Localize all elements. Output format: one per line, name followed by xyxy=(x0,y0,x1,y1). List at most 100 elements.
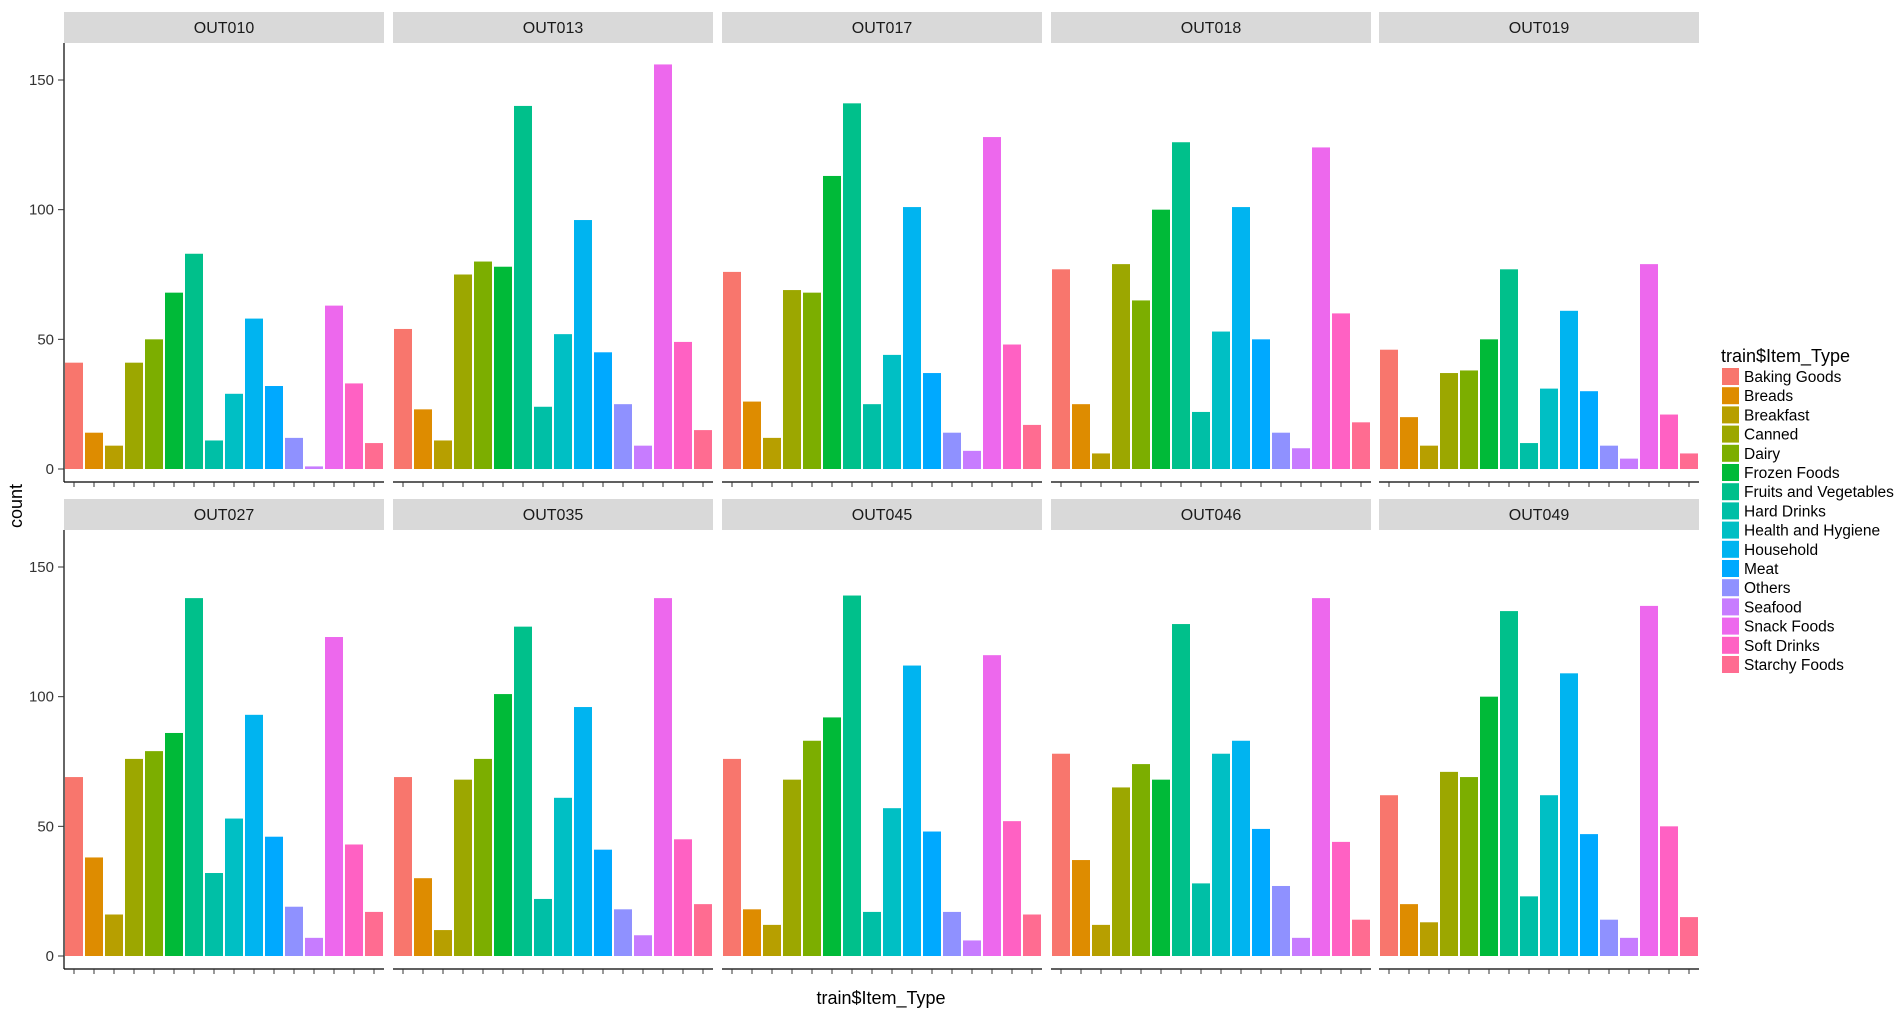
bar-OUT017-dairy xyxy=(803,292,821,469)
bar-OUT046-meat xyxy=(1252,828,1270,956)
bar-OUT046-dairy xyxy=(1132,764,1150,956)
facet-label: OUT017 xyxy=(852,20,913,37)
bar-OUT013-seafood xyxy=(634,445,652,469)
bar-OUT046-baking-goods xyxy=(1052,753,1070,956)
bar-OUT046-health-and-hygiene xyxy=(1212,753,1230,956)
facet-label: OUT046 xyxy=(1181,507,1242,524)
legend-label: Dairy xyxy=(1744,446,1780,463)
x-axis-title: train$Item_Type xyxy=(816,988,945,1009)
legend-label: Health and Hygiene xyxy=(1744,523,1880,540)
bar-OUT046-household xyxy=(1232,740,1250,956)
bar-OUT027-starchy-foods xyxy=(365,911,383,956)
bar-OUT010-household xyxy=(245,318,263,469)
bar-OUT019-breakfast xyxy=(1420,445,1438,469)
bar-OUT013-soft-drinks xyxy=(674,341,692,469)
bar-OUT010-snack-foods xyxy=(325,305,343,469)
facet-label: OUT045 xyxy=(852,507,913,524)
bar-OUT010-dairy xyxy=(145,339,163,469)
bar-OUT045-health-and-hygiene xyxy=(883,808,901,956)
bar-OUT045-hard-drinks xyxy=(863,911,881,956)
facet-label: OUT010 xyxy=(194,20,255,37)
bar-OUT027-household xyxy=(245,714,263,956)
bar-OUT018-seafood xyxy=(1292,448,1310,469)
legend-swatch-breads xyxy=(1722,387,1739,405)
bar-OUT027-breakfast xyxy=(105,914,123,956)
bar-OUT010-breads xyxy=(85,432,103,469)
panel-OUT019: OUT019 xyxy=(1379,12,1699,487)
legend-label: Starchy Foods xyxy=(1744,657,1844,674)
y-tick-label: 50 xyxy=(37,331,54,348)
bar-OUT013-canned xyxy=(454,274,472,469)
bar-OUT049-seafood xyxy=(1620,937,1638,956)
bar-OUT035-breakfast xyxy=(434,930,452,956)
legend-label: Snack Foods xyxy=(1744,619,1835,636)
bar-OUT045-breads xyxy=(743,909,761,956)
bar-OUT010-fruits-and-vegetables xyxy=(185,253,203,469)
legend-label: Soft Drinks xyxy=(1744,638,1820,655)
bar-OUT045-meat xyxy=(923,831,941,956)
legend-swatch-breakfast xyxy=(1722,406,1739,424)
legend-label: Breakfast xyxy=(1744,407,1810,424)
bar-OUT045-household xyxy=(903,665,921,956)
bar-OUT010-others xyxy=(285,437,303,469)
y-tick-label: 100 xyxy=(29,689,54,706)
bar-OUT049-dairy xyxy=(1460,777,1478,956)
bar-OUT019-household xyxy=(1560,310,1578,469)
bar-OUT035-seafood xyxy=(634,935,652,956)
bar-OUT013-breakfast xyxy=(434,440,452,469)
legend-swatch-household xyxy=(1722,540,1739,558)
bar-OUT027-fruits-and-vegetables xyxy=(185,598,203,956)
facet-label: OUT035 xyxy=(523,507,584,524)
bar-OUT017-soft-drinks xyxy=(1003,344,1021,469)
facet-strip xyxy=(64,12,384,43)
panel-OUT035: OUT035 xyxy=(393,499,713,974)
bar-OUT035-hard-drinks xyxy=(534,898,552,956)
bar-OUT045-starchy-foods xyxy=(1023,914,1041,956)
bar-OUT046-hard-drinks xyxy=(1192,883,1210,956)
bar-OUT049-canned xyxy=(1440,771,1458,956)
bar-OUT046-frozen-foods xyxy=(1152,779,1170,956)
legend-label: Baking Goods xyxy=(1744,369,1842,386)
bar-OUT035-breads xyxy=(414,878,432,956)
legend-label: Seafood xyxy=(1744,599,1802,616)
facet-label: OUT013 xyxy=(523,20,584,37)
legend-swatch-seafood xyxy=(1722,598,1739,616)
bar-OUT046-snack-foods xyxy=(1312,598,1330,956)
bar-OUT045-baking-goods xyxy=(723,758,741,956)
bar-OUT049-snack-foods xyxy=(1640,605,1658,956)
bar-OUT046-canned xyxy=(1112,787,1130,956)
bar-OUT019-baking-goods xyxy=(1380,349,1398,469)
bar-OUT046-others xyxy=(1272,885,1290,956)
legend-swatch-hard-drinks xyxy=(1722,502,1739,520)
bar-OUT035-frozen-foods xyxy=(494,694,512,956)
bar-OUT027-health-and-hygiene xyxy=(225,818,243,956)
facet-label: OUT027 xyxy=(194,507,255,524)
bar-OUT027-snack-foods xyxy=(325,637,343,956)
bar-OUT013-household xyxy=(574,220,592,469)
bar-OUT046-starchy-foods xyxy=(1352,919,1370,956)
legend-title: train$Item_Type xyxy=(1721,346,1850,367)
bar-OUT017-breads xyxy=(743,401,761,469)
legend-label: Hard Drinks xyxy=(1744,503,1826,520)
legend-swatch-snack-foods xyxy=(1722,617,1739,635)
facet-strip xyxy=(1379,499,1699,530)
panel-OUT013: OUT013 xyxy=(393,12,713,487)
bar-OUT019-canned xyxy=(1440,373,1458,469)
y-tick-label: 100 xyxy=(29,202,54,219)
bar-OUT019-snack-foods xyxy=(1640,264,1658,469)
bar-OUT027-canned xyxy=(125,758,143,956)
legend-swatch-starchy-foods xyxy=(1722,656,1739,673)
bar-OUT010-health-and-hygiene xyxy=(225,393,243,469)
bar-OUT013-fruits-and-vegetables xyxy=(514,105,532,469)
legend-label: Household xyxy=(1744,542,1818,559)
bar-OUT017-canned xyxy=(783,290,801,469)
bar-OUT046-seafood xyxy=(1292,937,1310,956)
bar-OUT018-fruits-and-vegetables xyxy=(1172,142,1190,470)
bar-OUT046-breakfast xyxy=(1092,924,1110,956)
bar-OUT010-baking-goods xyxy=(65,362,83,469)
y-axis-title: count xyxy=(6,484,26,528)
panel-OUT017: OUT017 xyxy=(722,12,1042,487)
bar-OUT017-snack-foods xyxy=(983,137,1001,469)
bar-OUT049-frozen-foods xyxy=(1480,696,1498,956)
bar-OUT049-baking-goods xyxy=(1380,795,1398,956)
